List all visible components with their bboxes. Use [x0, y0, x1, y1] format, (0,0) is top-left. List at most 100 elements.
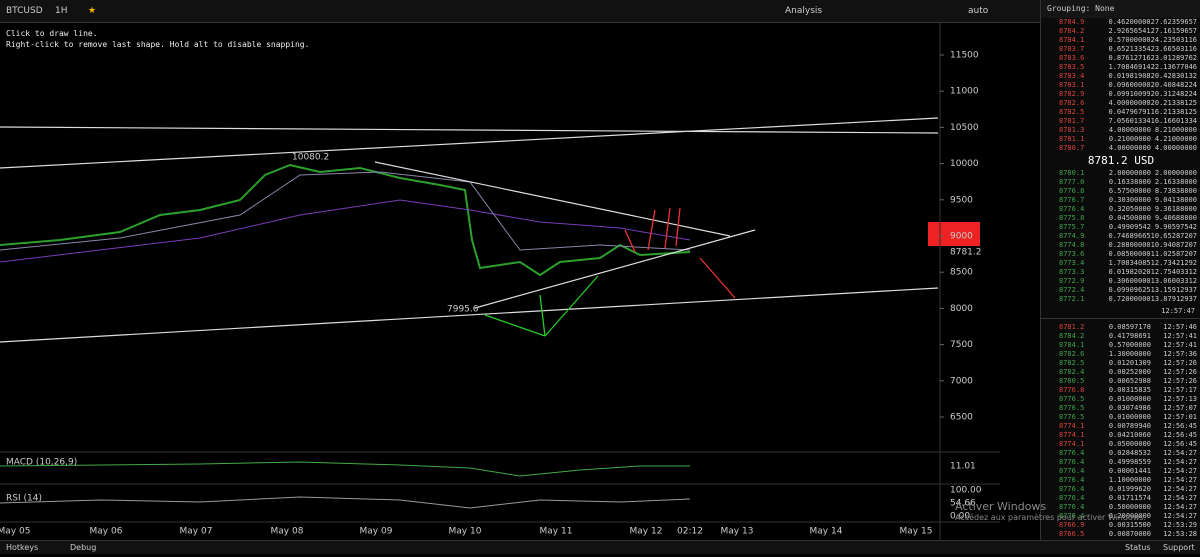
debug[interactable]: Debug [70, 543, 97, 552]
scale[interactable]: auto [968, 6, 989, 16]
trade-row: 8774.1 0.04210060 12:56:45 [1041, 431, 1200, 440]
cell: 8783.7 [1059, 45, 1085, 53]
status[interactable]: Status [1125, 543, 1151, 552]
symbol[interactable]: BTCUSD [6, 6, 43, 16]
cell: 0.01982020 [1108, 268, 1151, 276]
book-row: 8774.9 0.74689665 10.65287207 [1041, 232, 1200, 241]
date-label: May 10 [449, 527, 482, 537]
cell: 10.65287207 [1150, 232, 1198, 240]
cell: 12:57:01 [1163, 413, 1197, 421]
book-row: 8781.3 4.00000000 8.21000000 [1041, 126, 1200, 135]
cell: 0.00652988 [1108, 377, 1151, 385]
cell: 8782.5 [1059, 359, 1085, 367]
cell: 24.23503116 [1150, 36, 1198, 44]
cell: 12:54:27 [1163, 503, 1197, 511]
price-tick-label: 9000 [950, 232, 973, 242]
hint: Click to draw line. Right-click to remov… [6, 28, 309, 50]
cell: 8775.8 [1059, 214, 1085, 222]
date-label: 02:12 [677, 527, 703, 537]
trade-row: 8776.4 0.02848532 12:54:27 [1041, 449, 1200, 458]
trade-row: 8776.8 0.00315835 12:57:17 [1041, 386, 1200, 395]
cell: 8780.7 [1059, 144, 1085, 152]
cell: 12:56:45 [1163, 422, 1197, 430]
cell: 8774.1 [1059, 440, 1085, 448]
price-tick-label: 11000 [950, 87, 979, 97]
cell: 4.00000000 [1108, 99, 1151, 107]
date-label: May 13 [721, 527, 754, 537]
cell: 12:57:17 [1163, 386, 1197, 394]
cell: 0.01981908 [1108, 72, 1151, 80]
cell: 2.00000000 [1108, 169, 1151, 177]
cell: 2.16338000 [1154, 178, 1197, 186]
cell: 0.50000000 [1108, 503, 1151, 511]
cell: 8776.4 [1059, 205, 1085, 213]
price-tick-label: 9500 [950, 195, 973, 205]
cell: 9.04138000 [1154, 196, 1197, 204]
cell: 8773.4 [1059, 259, 1085, 267]
book-row: 8776.4 0.32050000 9.36188000 [1041, 205, 1200, 214]
book-row: 8782.5 0.04796791 16.21338125 [1041, 108, 1200, 117]
cell: 9.90597542 [1154, 223, 1197, 231]
cell: 20.42830132 [1150, 72, 1198, 80]
cell: 4.00000000 [1154, 144, 1197, 152]
cell: 8781.7 [1059, 117, 1085, 125]
cell: 2.92656541 [1108, 27, 1151, 35]
cell: 0.05000000 [1108, 440, 1151, 448]
cell: 16.21338125 [1150, 108, 1198, 116]
trade-row: 8776.4 0.01999620 12:54:27 [1041, 485, 1200, 494]
cell: 8781.1 [1059, 135, 1085, 143]
cell: 8776.4 [1059, 512, 1085, 520]
cell: 1.70846914 [1108, 63, 1151, 71]
cell: 8782.4 [1059, 368, 1085, 376]
cell: 12:57:41 [1163, 332, 1197, 340]
trade-row: 8782.4 0.00252000 12:57:26 [1041, 368, 1200, 377]
cell: 0.09909625 [1108, 286, 1151, 294]
support[interactable]: Support [1163, 543, 1195, 552]
cell: 0.04500000 [1108, 214, 1151, 222]
analysis[interactable]: Analysis [785, 6, 823, 16]
cell: 0.46200000 [1108, 18, 1151, 26]
cell: 12:56:45 [1163, 431, 1197, 439]
cell: 8782.9 [1059, 90, 1085, 98]
trade-row: 8776.4 0.49998559 12:54:27 [1041, 458, 1200, 467]
cell: 8.73838000 [1154, 187, 1197, 195]
hotkeys[interactable]: Hotkeys [6, 543, 39, 552]
cell: 12:57:07 [1163, 404, 1197, 412]
cell: 4.00000000 [1108, 126, 1151, 134]
highlight-box [928, 222, 980, 246]
cell: 27.62359657 [1150, 18, 1198, 26]
book-row: 8783.5 1.70846914 22.13677046 [1041, 63, 1200, 72]
trade-row: 8776.4 0.00001441 12:54:27 [1041, 467, 1200, 476]
cell: 0.49998559 [1108, 458, 1151, 466]
favorite[interactable]: ★ [88, 6, 97, 16]
cell: 8783.5 [1059, 63, 1085, 71]
cell: 8784.1 [1059, 36, 1085, 44]
trade-row: 8776.4 0.50000000 12:54:27 [1041, 503, 1200, 512]
bids: 8780.1 2.00000000 2.00000000 8777.0 0.163380… [1041, 169, 1200, 304]
cell: 7.05601334 [1108, 117, 1151, 125]
cell: 8784.1 [1059, 341, 1085, 349]
book-row: 8775.8 0.04500000 9.40688000 [1041, 214, 1200, 223]
trend-lines [0, 117, 939, 343]
cell: 12:54:27 [1163, 512, 1197, 520]
cell: 0.00870000 [1108, 530, 1151, 538]
cell: 8775.7 [1059, 223, 1085, 231]
cell: 0.02848532 [1108, 449, 1151, 457]
cell: 8784.2 [1059, 27, 1085, 35]
cell: 2.00000000 [1154, 169, 1197, 177]
cell: 8781.3 [1059, 126, 1085, 134]
cell: 12:57:41 [1163, 341, 1197, 349]
cell: 8774.1 [1059, 422, 1085, 430]
chart: MACD (10,26,9) 11.01 RSI (14) 10080.2 79… [0, 22, 1000, 540]
cell: 12:57:46 [1163, 323, 1197, 331]
cell: 0.00315500 [1108, 521, 1151, 529]
cell: 23.66503116 [1150, 45, 1198, 53]
interval[interactable]: 1H [55, 6, 68, 16]
book-row: 8783.1 0.09600000 20.40848224 [1041, 81, 1200, 90]
cell: 0.01000000 [1108, 395, 1151, 403]
cell: 8776.4 [1059, 449, 1085, 457]
ma-line [0, 199, 691, 263]
cell: 12:56:45 [1163, 440, 1197, 448]
current-price: 8781.2 [950, 248, 982, 258]
